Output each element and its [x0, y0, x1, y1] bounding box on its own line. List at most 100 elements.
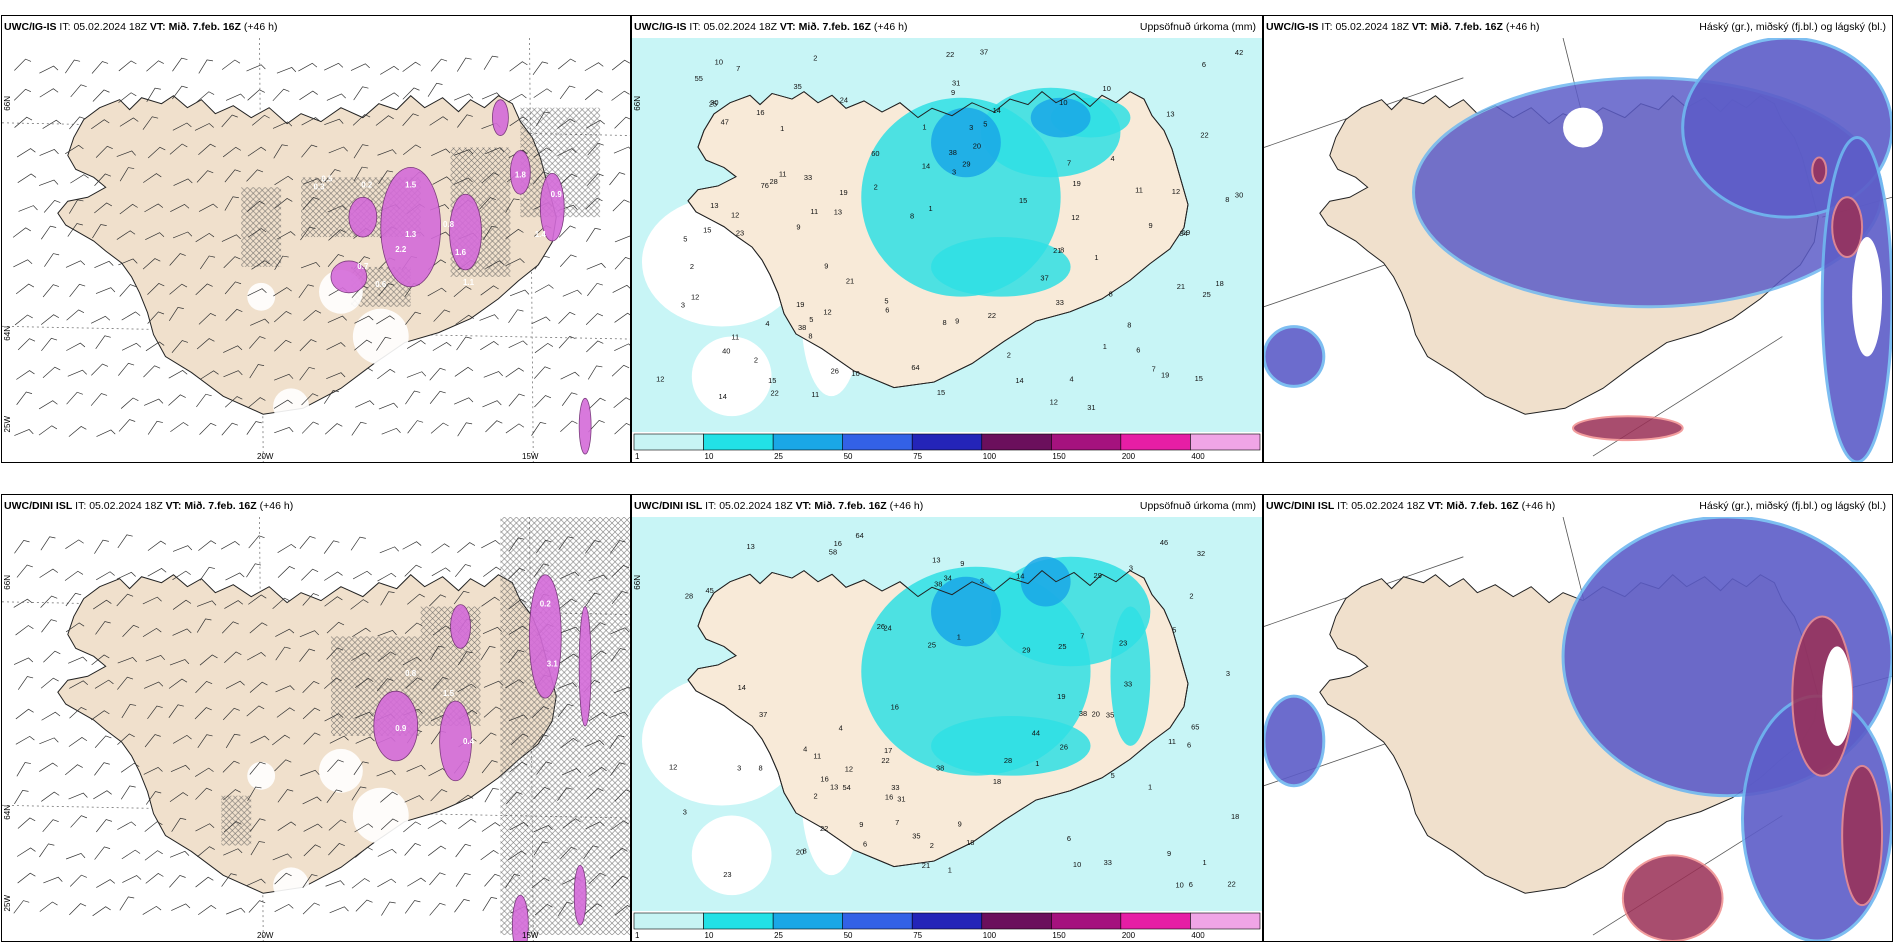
wind-barb [13, 900, 30, 914]
wind-barb [380, 791, 398, 803]
wind-barb [247, 146, 267, 157]
it-label: IT: [689, 21, 701, 33]
precip-amount: 19 [796, 300, 804, 309]
lon-label-15w: 15W [522, 452, 539, 461]
precip-value: 1.8 [515, 170, 527, 179]
wind-barb [147, 146, 166, 159]
wind-barb [39, 843, 55, 858]
wind-barb [275, 646, 291, 661]
precip-amount: 28 [685, 591, 693, 600]
colorbar-tick: 50 [844, 452, 853, 461]
precip-amount: 1 [929, 204, 933, 213]
precip-amount: 33 [1056, 298, 1064, 307]
cloud-panel-bottom: UWC/DINI ISL IT: 05.02.2024 18Z VT: Mið.… [1263, 494, 1893, 942]
wind-barb [120, 397, 139, 409]
wind-barb [274, 255, 289, 270]
wind-barb [404, 622, 423, 634]
precip-amount: 17 [884, 746, 892, 755]
wind-barb [557, 901, 573, 917]
precip-amount: 23 [1119, 638, 1127, 647]
wind-barb [145, 232, 165, 240]
precip-value: 2.2 [395, 245, 407, 254]
panel-header: UWC/IG-IS IT: 05.02.2024 18Z VT: Mið. 7.… [1264, 16, 1892, 38]
high-cloud [1621, 854, 1724, 941]
wind-barb [453, 286, 472, 298]
wind-barb [65, 622, 85, 633]
heavy-precip-core [1020, 556, 1071, 607]
precip-value: 1.3 [405, 230, 417, 239]
wind-barb [350, 536, 366, 551]
wind-barb [39, 88, 59, 98]
wind-barb [68, 792, 88, 800]
precip-amount: 3 [952, 168, 956, 177]
colorbar-segment [1120, 433, 1191, 451]
precip-amount: 1 [922, 122, 926, 131]
wind-barb [195, 787, 213, 800]
wind-barb [609, 540, 626, 554]
map-area [1264, 517, 1892, 941]
precip-amount: 1 [957, 632, 961, 641]
wind-barb [531, 877, 550, 889]
precip-amount: 12 [1050, 398, 1058, 407]
precip-value: 0.4 [463, 737, 475, 746]
wind-barb [402, 541, 422, 550]
wind-barb [223, 789, 241, 801]
precip-amount: 1 [948, 866, 952, 875]
colorbar-segment [1051, 433, 1122, 451]
wind-barb [612, 199, 630, 212]
wind-barb [324, 713, 344, 722]
precip-amount: 3 [683, 807, 687, 816]
it-value: 05.02.2024 18Z [1335, 21, 1409, 33]
precip-amount: 8 [943, 318, 947, 327]
precip-amount: 25 [1058, 642, 1066, 651]
wind-barb [65, 853, 86, 860]
precip-amount: 22 [820, 824, 828, 833]
colorbar: 1 10 25 50 75 100 150 200 400 [632, 911, 1262, 941]
wind-barb [119, 117, 139, 127]
wind-barb [560, 846, 577, 860]
wind-barb [118, 60, 137, 72]
colorbar-segment [842, 912, 913, 930]
wind-barb [246, 563, 262, 578]
precip-amount: 5 [683, 234, 687, 243]
wind-barb [274, 175, 294, 186]
wind-barb [353, 86, 369, 101]
wind-barb [221, 621, 239, 634]
precip-amount: 31 [952, 79, 960, 88]
precip-amount: 8 [1109, 290, 1113, 299]
wind-barb [457, 422, 473, 437]
wind-barb [326, 621, 345, 634]
wind-barb [485, 420, 503, 433]
wind-barb [378, 402, 399, 410]
wind-barb [505, 791, 523, 805]
wind-barb [404, 564, 422, 577]
wind-barb [455, 873, 471, 887]
colorbar: 1 10 25 50 75 100 150 200 400 [632, 432, 1262, 462]
precip-amount: 22 [1200, 131, 1208, 140]
wind-barb [610, 648, 627, 662]
precip-blob [373, 690, 419, 762]
wind-barb [561, 392, 578, 406]
wind-barb [587, 142, 604, 156]
precip-amount: 30 [1235, 191, 1243, 200]
wind-barb [249, 336, 266, 349]
wind-barb [42, 819, 59, 833]
wind-barb [404, 843, 421, 856]
wind-barb [145, 341, 165, 352]
wind-barb [612, 284, 630, 293]
wind-barb [224, 281, 242, 295]
wind-barb [352, 627, 371, 638]
wind-barb [41, 711, 61, 721]
vt-value: Mið. 7.feb. 16Z [184, 500, 257, 512]
wind-barb [92, 224, 107, 239]
wind-barb [117, 657, 137, 664]
wind-barb [246, 878, 266, 886]
wind-barb [557, 118, 576, 129]
wind-barb [533, 786, 551, 800]
wind-barb [609, 172, 626, 186]
map-svg: 0.2 3.1 0.9 1.5 0.4 0.8 [2, 517, 630, 941]
map-area [1264, 38, 1892, 462]
wind-barb [560, 738, 579, 749]
wind-barb [303, 178, 323, 185]
wind-barb [484, 788, 499, 803]
